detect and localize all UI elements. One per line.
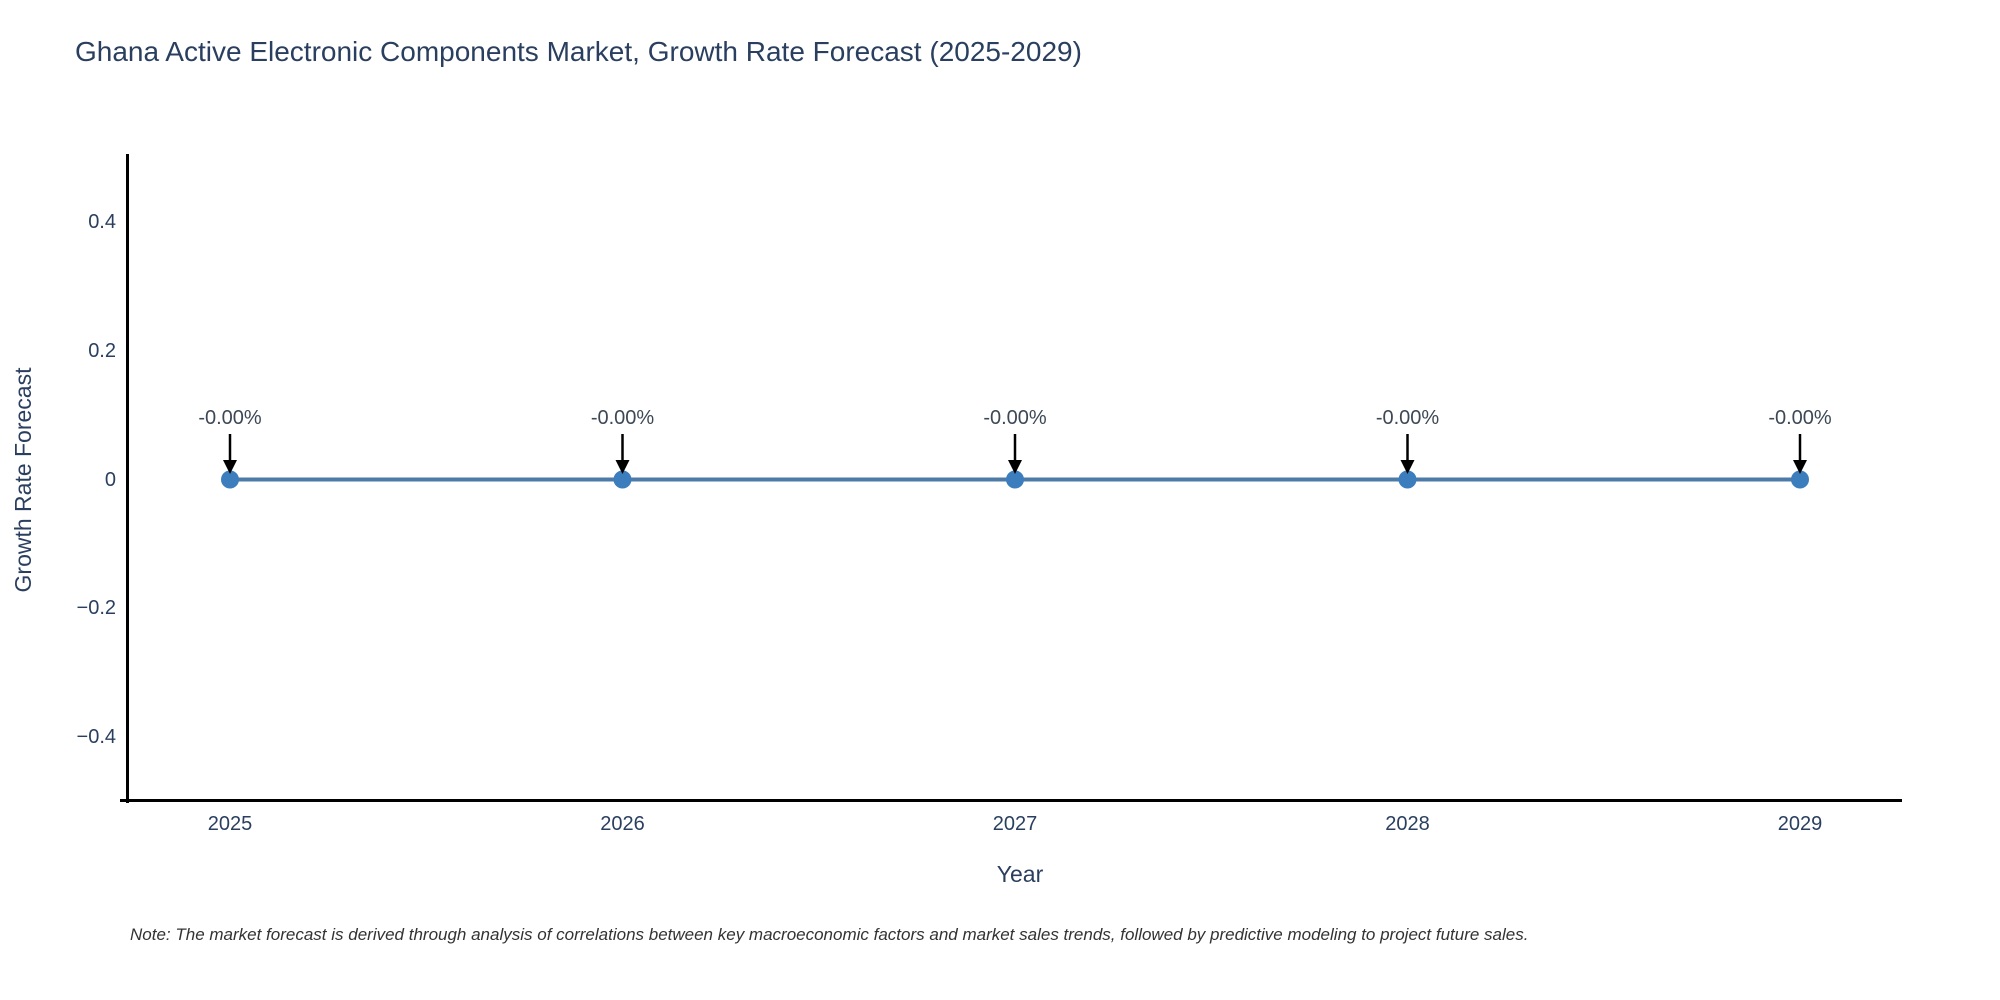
annotation-label: -0.00% bbox=[1375, 407, 1440, 429]
annotation-label: -0.00% bbox=[198, 407, 262, 429]
footnote: Note: The market forecast is derived thr… bbox=[130, 925, 1529, 944]
annotation-arrowhead bbox=[223, 460, 237, 474]
data-point bbox=[613, 470, 632, 489]
x-tick-label: 2029 bbox=[1777, 813, 1823, 835]
data-point bbox=[1006, 470, 1024, 489]
x-tick-label: 2027 bbox=[992, 813, 1038, 835]
x-tick-label: 2028 bbox=[1385, 813, 1430, 835]
y-tick-label: 0.4 bbox=[88, 211, 116, 234]
annotation-arrowhead bbox=[1008, 460, 1022, 474]
data-point bbox=[1791, 470, 1809, 489]
x-tick-label: 2025 bbox=[207, 813, 253, 835]
annotation-label: -0.00% bbox=[1768, 407, 1832, 429]
y-tick-label: −0.4 bbox=[76, 725, 116, 748]
y-tick-label: −0.2 bbox=[76, 597, 116, 620]
annotation-label: -0.00% bbox=[590, 407, 655, 429]
x-tick-label: 2026 bbox=[600, 813, 645, 835]
x-axis-line bbox=[120, 799, 1902, 802]
annotation-arrowhead bbox=[615, 460, 630, 474]
y-tick-label: 0.2 bbox=[88, 339, 116, 362]
annotation-arrowhead bbox=[1400, 460, 1415, 474]
data-point bbox=[221, 470, 239, 489]
y-tick-label: 0 bbox=[104, 468, 116, 491]
data-point bbox=[1398, 470, 1417, 489]
annotation-label: -0.00% bbox=[983, 407, 1047, 429]
y-axis-line bbox=[126, 154, 129, 803]
chart-title: Ghana Active Electronic Components Marke… bbox=[75, 36, 1082, 67]
annotation-arrowhead bbox=[1793, 460, 1807, 474]
x-axis-title: Year bbox=[996, 861, 1044, 887]
